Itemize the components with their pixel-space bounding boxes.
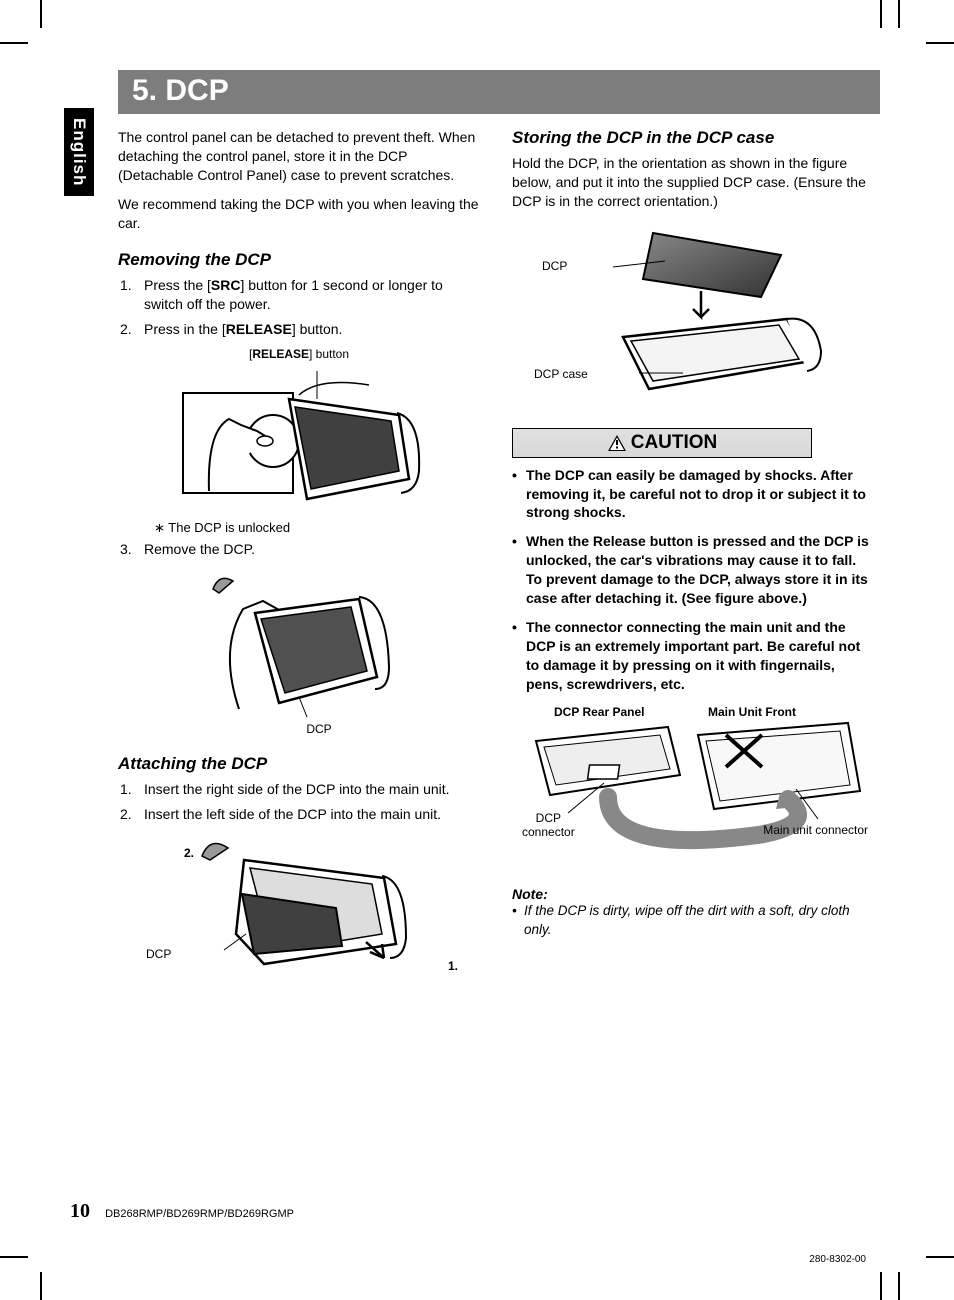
unlock-note: ∗ The DCP is unlocked: [154, 520, 480, 536]
storing-text: Hold the DCP, in the orientation as show…: [512, 154, 874, 211]
removing-steps: Press the [SRC] button for 1 second or l…: [118, 276, 480, 339]
dcp-connector-label: DCP connector: [522, 811, 575, 839]
attaching-step-2: Insert the left side of the DCP into the…: [118, 805, 480, 824]
storing-dcp-label: DCP: [542, 259, 567, 273]
intro-para-2: We recommend taking the DCP with you whe…: [118, 195, 480, 233]
attaching-step-1: Insert the right side of the DCP into th…: [118, 780, 480, 799]
figure-remove-dcp: DCP: [118, 569, 480, 736]
attaching-steps: Insert the right side of the DCP into th…: [118, 780, 480, 824]
warning-icon: [607, 434, 627, 452]
rear-panel-label: DCP Rear Panel: [554, 705, 645, 719]
storing-heading: Storing the DCP in the DCP case: [512, 128, 874, 148]
page-footer: 10 DB268RMP/BD269RMP/BD269RGMP: [70, 1200, 880, 1223]
release-button-label: [RELEASE] button: [118, 347, 480, 361]
caution-item-3: The connector connecting the main unit a…: [512, 618, 874, 694]
note-list: If the DCP is dirty, wipe off the dirt w…: [512, 902, 874, 938]
removing-heading: Removing the DCP: [118, 250, 480, 270]
caution-heading-box: CAUTION: [512, 428, 812, 458]
caution-item-2: When the Release button is pressed and t…: [512, 532, 874, 608]
model-numbers: DB268RMP/BD269RMP/BD269RGMP: [105, 1208, 294, 1220]
caution-item-1: The DCP can easily be damaged by shocks.…: [512, 466, 874, 523]
attach-dcp-label: DCP: [146, 947, 171, 961]
section-title-bar: 5. DCP: [118, 70, 880, 114]
removing-step-1: Press the [SRC] button for 1 second or l…: [118, 276, 480, 314]
attaching-heading: Attaching the DCP: [118, 754, 480, 774]
figure-connector: DCP Rear Panel Main Unit Front DCP conne…: [512, 705, 874, 878]
caution-title: CAUTION: [631, 432, 718, 454]
removing-step3-list: Remove the DCP.: [118, 540, 480, 559]
right-column: Storing the DCP in the DCP case Hold the…: [512, 128, 874, 983]
page-body: English 5. DCP The control panel can be …: [70, 70, 880, 983]
attach-mark-1: 1.: [448, 959, 458, 973]
document-number: 280-8302-00: [809, 1254, 866, 1265]
figure-attach: 2. 1. DCP: [118, 834, 480, 977]
left-column: The control panel can be detached to pre…: [118, 128, 480, 983]
figure-release: [118, 371, 480, 514]
caution-list: The DCP can easily be damaged by shocks.…: [512, 466, 874, 694]
main-connector-label: Main unit connector: [763, 823, 868, 837]
section-number: 5.: [132, 74, 157, 107]
figure-storing: DCP DCP case: [512, 221, 874, 404]
page-number: 10: [70, 1200, 90, 1222]
removing-step-3: Remove the DCP.: [118, 540, 480, 559]
note-item-1: If the DCP is dirty, wipe off the dirt w…: [512, 902, 874, 938]
language-tab: English: [64, 108, 94, 196]
main-front-label: Main Unit Front: [708, 705, 796, 719]
note-heading: Note:: [512, 886, 874, 902]
intro-para-1: The control panel can be detached to pre…: [118, 128, 480, 185]
storing-case-label: DCP case: [534, 367, 588, 381]
section-title: DCP: [165, 74, 228, 107]
attach-mark-2: 2.: [184, 846, 194, 860]
removing-step-2: Press in the [RELEASE] button.: [118, 320, 480, 339]
